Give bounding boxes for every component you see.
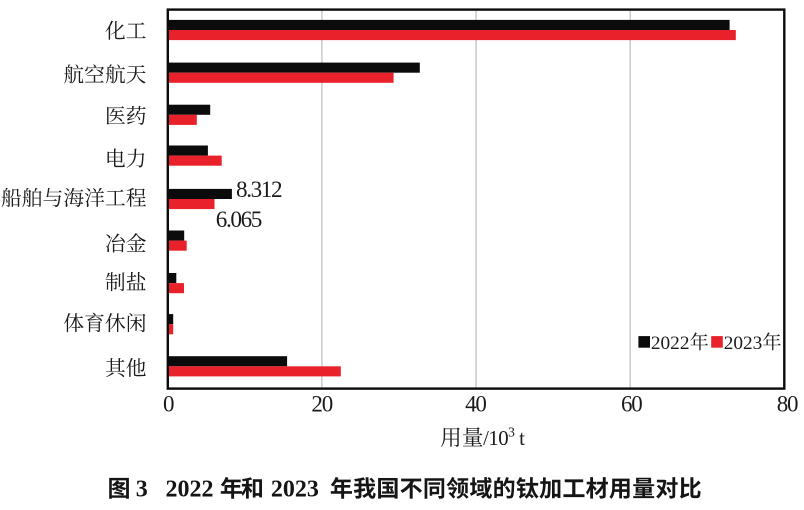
svg-text:3: 3 (136, 477, 148, 503)
svg-text:2022: 2022 (166, 477, 214, 503)
svg-text:20: 20 (311, 392, 332, 417)
svg-text:0: 0 (163, 392, 174, 417)
svg-text:/103 t: /103 t (483, 424, 525, 450)
svg-text:8.312: 8.312 (236, 177, 282, 203)
svg-text:2022: 2022 (651, 333, 690, 354)
svg-text:60: 60 (621, 392, 642, 417)
svg-text:2023: 2023 (271, 477, 319, 503)
svg-text:2023: 2023 (724, 333, 763, 354)
svg-text:80: 80 (777, 392, 798, 417)
svg-text:40: 40 (465, 392, 486, 417)
svg-text:6.065: 6.065 (216, 207, 262, 233)
